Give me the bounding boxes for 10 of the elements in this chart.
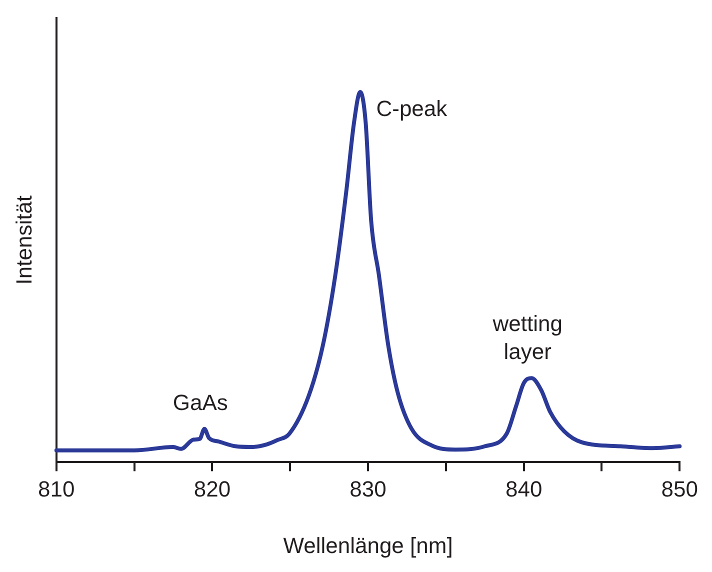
y-axis-title: Intensität [11,195,36,285]
x-tick-label: 850 [661,476,698,502]
annotation: C-peak [376,96,448,122]
x-tick-label: 810 [38,476,75,502]
annotation: wetting layer [492,311,562,364]
x-tick-label: 830 [350,476,386,502]
x-tick-label: 840 [505,476,542,502]
x-axis-title: Wellenlänge [nm] [283,532,453,558]
annotation: GaAs [172,390,228,415]
x-tick-label: 820 [194,476,231,502]
